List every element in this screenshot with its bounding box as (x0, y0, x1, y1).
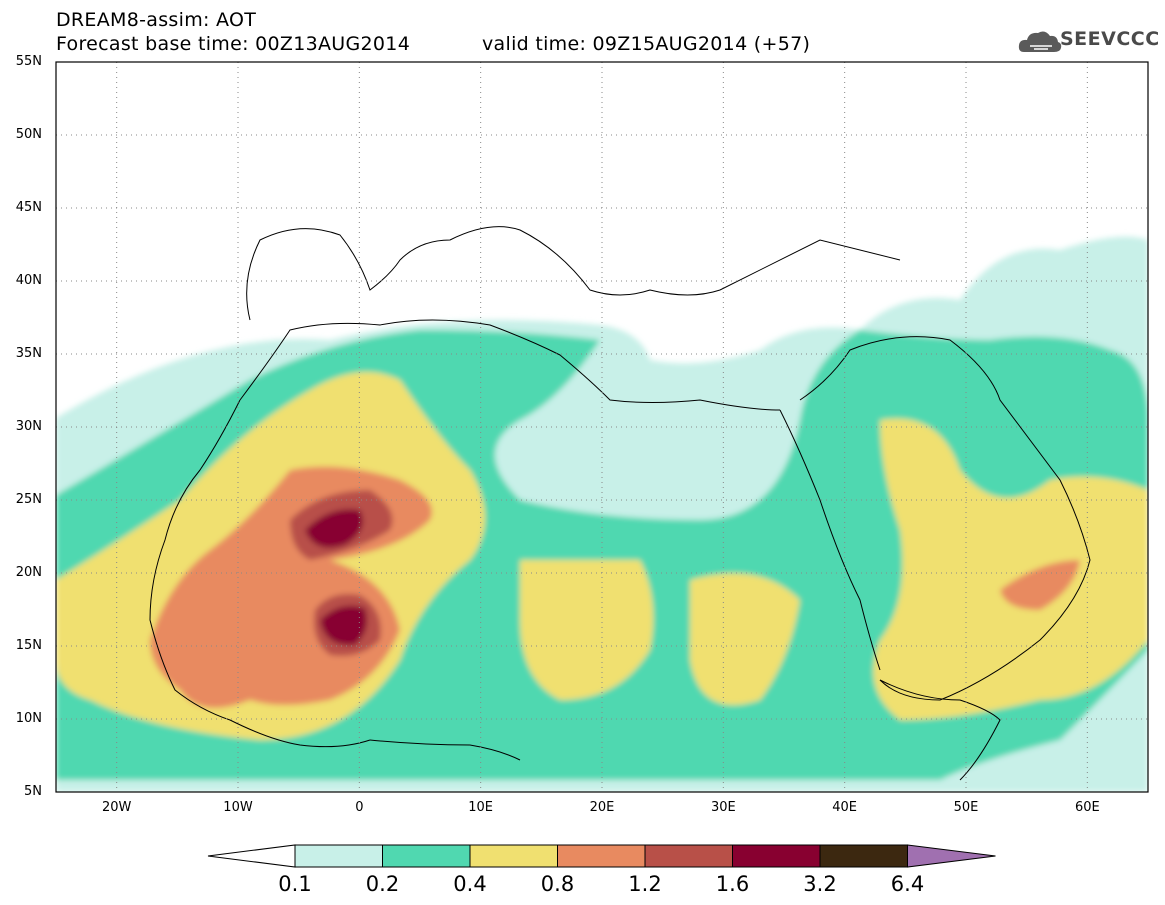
aot-contour-0.4d (873, 418, 1148, 720)
colorbar (207, 844, 996, 868)
latitude-label: 55N (15, 54, 42, 69)
latitude-label: 35N (15, 346, 42, 361)
coastline-arabia (799, 336, 1091, 701)
aot-contour-0.4b (520, 560, 654, 700)
coastline-horn (879, 679, 1001, 781)
latitude-label: 10N (15, 711, 42, 726)
coastline-gulf-guinea (369, 739, 521, 761)
colorbar-under-triangle (207, 844, 296, 868)
colorbar-label: 3.2 (803, 872, 837, 896)
longitude-label: 10W (223, 800, 253, 815)
latitude-label: 30N (15, 419, 42, 434)
colorbar-label: 0.8 (540, 872, 575, 896)
aot-contour-1.6 (305, 509, 363, 548)
map-frame (55, 61, 1149, 793)
longitude-label: 20E (589, 800, 615, 815)
latitude-label: 40N (15, 273, 42, 288)
latitude-label: 25N (15, 492, 42, 507)
aot-contour-0.4c (690, 573, 800, 705)
colorbar-segment (732, 844, 821, 868)
latitude-label: 45N (15, 200, 42, 215)
colorbar-segment (644, 844, 733, 868)
colorbar-label: 6.4 (890, 872, 925, 896)
longitude-label: 60E (1074, 800, 1100, 815)
valid-time-label: valid time: 09Z15AUG2014 (+57) (482, 33, 811, 55)
logo-text: SEEVCCC (1060, 28, 1160, 50)
coastlines (149, 226, 1091, 781)
base-time-label: Forecast base time: 00Z13AUG2014 (56, 33, 411, 55)
colorbar-segment (819, 844, 908, 868)
colorbar-label: 1.2 (628, 872, 662, 896)
colorbar-segment (469, 844, 558, 868)
longitude-label: 0 (355, 800, 364, 815)
longitude-label: 50E (953, 800, 979, 815)
aot-contour-1.6b (320, 605, 368, 646)
coastline-red-sea (779, 409, 881, 671)
latitude-label: 5N (24, 784, 42, 799)
colorbar-over-triangle (907, 844, 996, 868)
colorbar-segment (557, 844, 646, 868)
latitude-label: 15N (15, 638, 42, 653)
cloud-logo-icon (1018, 31, 1062, 52)
longitude-label: 30E (710, 800, 736, 815)
colorbar-label: 0.1 (278, 872, 312, 896)
colorbar-label: 0.2 (365, 872, 400, 896)
product-title: DREAM8-assim: AOT (56, 9, 257, 31)
colorbar-segment (382, 844, 471, 868)
aot-contour-0.8b (1000, 560, 1080, 610)
coastline-europe (246, 226, 901, 321)
coastline-north-africa (239, 319, 781, 411)
latitude-label: 20N (15, 565, 42, 580)
coastline-west-africa (149, 399, 371, 748)
colorbar-segment (294, 844, 383, 868)
latitude-label: 50N (15, 127, 42, 142)
colorbar-label: 0.4 (453, 872, 487, 896)
longitude-label: 20W (101, 800, 132, 815)
longitude-label: 40E (832, 800, 858, 815)
colorbar-label: 1.6 (715, 872, 750, 896)
longitude-label: 10E (468, 800, 494, 815)
